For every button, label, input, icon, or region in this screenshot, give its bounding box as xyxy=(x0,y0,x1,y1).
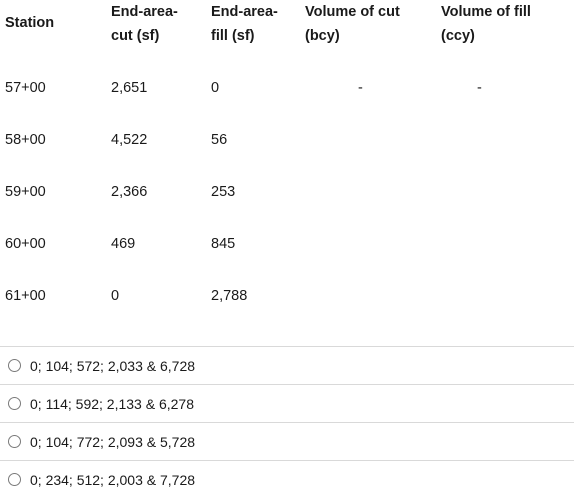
radio-button[interactable] xyxy=(8,435,21,448)
cell-fill-area: 2,788 xyxy=(211,288,248,304)
cell-station: 61+00 xyxy=(5,288,46,304)
answer-option[interactable]: 0; 234; 512; 2,003 & 7,728 xyxy=(0,460,574,498)
radio-button[interactable] xyxy=(8,473,21,486)
cell-station: 58+00 xyxy=(5,132,46,148)
header-end-area-fill: End-area- fill (sf) xyxy=(211,4,278,44)
cell-cut-area: 2,651 xyxy=(111,80,148,96)
answer-option[interactable]: 0; 114; 592; 2,133 & 6,278 xyxy=(0,384,574,422)
option-label: 0; 104; 572; 2,033 & 6,728 xyxy=(30,357,196,374)
header-end-area-cut: End-area- cut (sf) xyxy=(111,4,178,44)
cell-station: 57+00 xyxy=(5,80,46,96)
header-volume-cut: Volume of cut (bcy) xyxy=(305,4,400,44)
header-station: Station xyxy=(5,15,55,31)
cell-fill-area: 0 xyxy=(211,80,220,96)
cell-cut-area: 2,366 xyxy=(111,184,148,200)
option-label: 0; 114; 592; 2,133 & 6,278 xyxy=(30,395,194,412)
answer-options: 0; 104; 572; 2,033 & 6,728 0; 114; 592; … xyxy=(0,346,574,498)
cell-fill-area: 56 xyxy=(211,132,228,148)
cell-volume-cut: - xyxy=(358,80,363,96)
cell-station: 60+00 xyxy=(5,236,46,252)
cell-cut-area: 469 xyxy=(111,236,136,252)
answer-option[interactable]: 0; 104; 772; 2,093 & 5,728 xyxy=(0,422,574,460)
radio-button[interactable] xyxy=(8,359,21,372)
cell-fill-area: 253 xyxy=(211,184,236,200)
radio-button[interactable] xyxy=(8,397,21,410)
option-label: 0; 234; 512; 2,003 & 7,728 xyxy=(30,471,196,488)
cell-station: 59+00 xyxy=(5,184,46,200)
cell-volume-fill: - xyxy=(477,80,482,96)
cell-cut-area: 4,522 xyxy=(111,132,148,148)
cell-fill-area: 845 xyxy=(211,236,236,252)
cell-cut-area: 0 xyxy=(111,288,120,304)
option-label: 0; 104; 772; 2,093 & 5,728 xyxy=(30,433,196,450)
answer-option[interactable]: 0; 104; 572; 2,033 & 6,728 xyxy=(0,346,574,384)
header-volume-fill: Volume of fill (ccy) xyxy=(441,4,531,44)
